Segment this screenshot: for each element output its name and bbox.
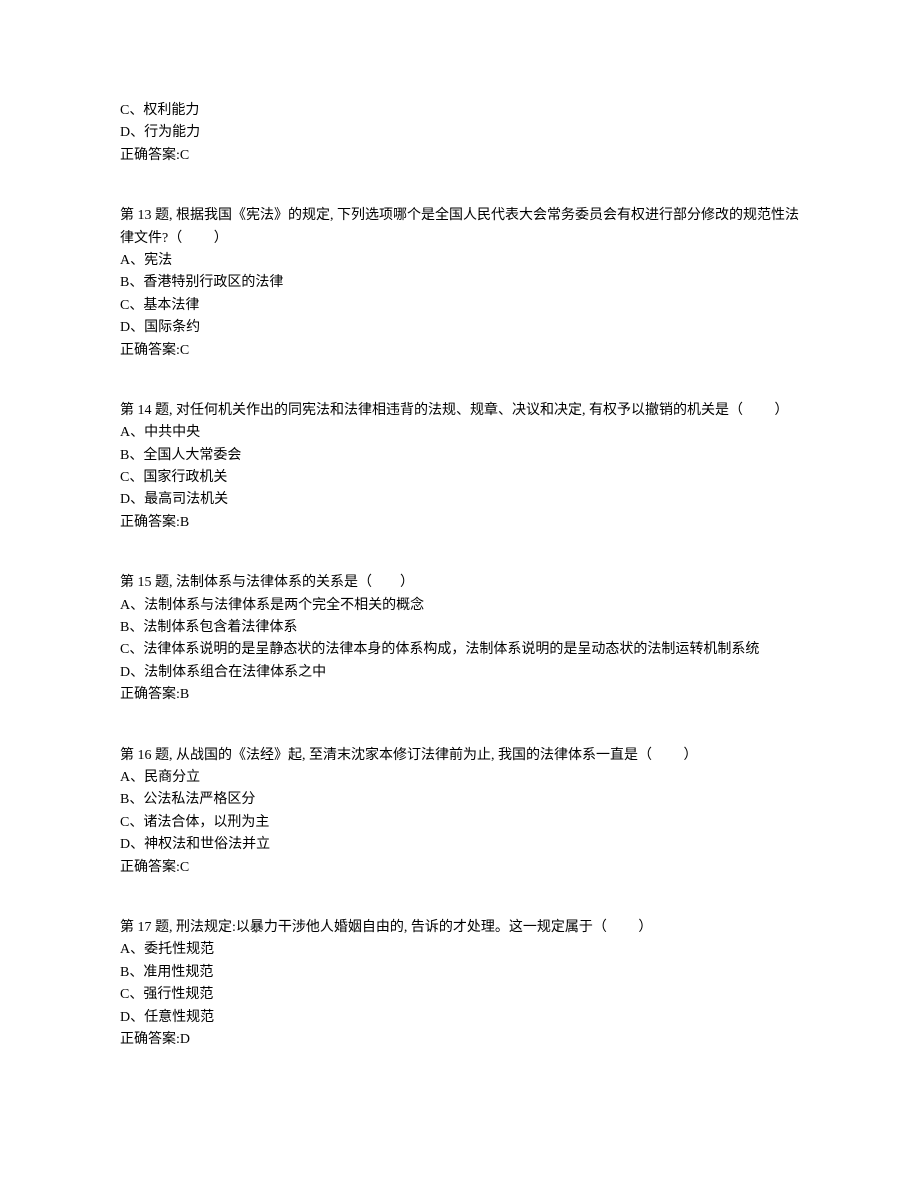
- option-b: B、香港特别行政区的法律: [120, 272, 800, 294]
- answer-line: 正确答案:D: [120, 1029, 800, 1051]
- question-stem: 第 16 题, 从战国的《法经》起, 至清末沈家本修订法律前为止, 我国的法律体…: [120, 745, 800, 767]
- answer-line: 正确答案:B: [120, 684, 800, 706]
- option-a: A、中共中央: [120, 422, 800, 444]
- question-stem: 第 15 题, 法制体系与法律体系的关系是（ ）: [120, 572, 800, 594]
- option-c: C、国家行政机关: [120, 467, 800, 489]
- option-d: D、神权法和世俗法并立: [120, 834, 800, 856]
- option-a: A、委托性规范: [120, 939, 800, 961]
- option-c: C、诸法合体，以刑为主: [120, 812, 800, 834]
- option-c: C、权利能力: [120, 100, 800, 122]
- option-a: A、法制体系与法律体系是两个完全不相关的概念: [120, 595, 800, 617]
- option-a: A、民商分立: [120, 767, 800, 789]
- answer-line: 正确答案:B: [120, 512, 800, 534]
- question-17: 第 17 题, 刑法规定:以暴力干涉他人婚姻自由的, 告诉的才处理。这一规定属于…: [120, 917, 800, 1051]
- option-b: B、全国人大常委会: [120, 445, 800, 467]
- option-c: C、基本法律: [120, 295, 800, 317]
- option-c: C、法律体系说明的是呈静态状的法律本身的体系构成，法制体系说明的是呈动态状的法制…: [120, 639, 800, 661]
- question-14: 第 14 题, 对任何机关作出的同宪法和法律相违背的法规、规章、决议和决定, 有…: [120, 400, 800, 534]
- option-b: B、准用性规范: [120, 962, 800, 984]
- answer-line: 正确答案:C: [120, 145, 800, 167]
- answer-line: 正确答案:C: [120, 340, 800, 362]
- option-b: B、公法私法严格区分: [120, 789, 800, 811]
- option-d: D、最高司法机关: [120, 489, 800, 511]
- orphan-question-fragment: C、权利能力 D、行为能力 正确答案:C: [120, 100, 800, 167]
- option-a: A、宪法: [120, 250, 800, 272]
- option-d: D、任意性规范: [120, 1007, 800, 1029]
- question-16: 第 16 题, 从战国的《法经》起, 至清末沈家本修订法律前为止, 我国的法律体…: [120, 745, 800, 879]
- option-d: D、法制体系组合在法律体系之中: [120, 662, 800, 684]
- option-b: B、法制体系包含着法律体系: [120, 617, 800, 639]
- option-d: D、行为能力: [120, 122, 800, 144]
- option-c: C、强行性规范: [120, 984, 800, 1006]
- question-stem: 第 13 题, 根据我国《宪法》的规定, 下列选项哪个是全国人民代表大会常务委员…: [120, 205, 800, 250]
- answer-line: 正确答案:C: [120, 857, 800, 879]
- question-13: 第 13 题, 根据我国《宪法》的规定, 下列选项哪个是全国人民代表大会常务委员…: [120, 205, 800, 362]
- question-stem: 第 14 题, 对任何机关作出的同宪法和法律相违背的法规、规章、决议和决定, 有…: [120, 400, 800, 422]
- question-stem: 第 17 题, 刑法规定:以暴力干涉他人婚姻自由的, 告诉的才处理。这一规定属于…: [120, 917, 800, 939]
- question-15: 第 15 题, 法制体系与法律体系的关系是（ ） A、法制体系与法律体系是两个完…: [120, 572, 800, 706]
- option-d: D、国际条约: [120, 317, 800, 339]
